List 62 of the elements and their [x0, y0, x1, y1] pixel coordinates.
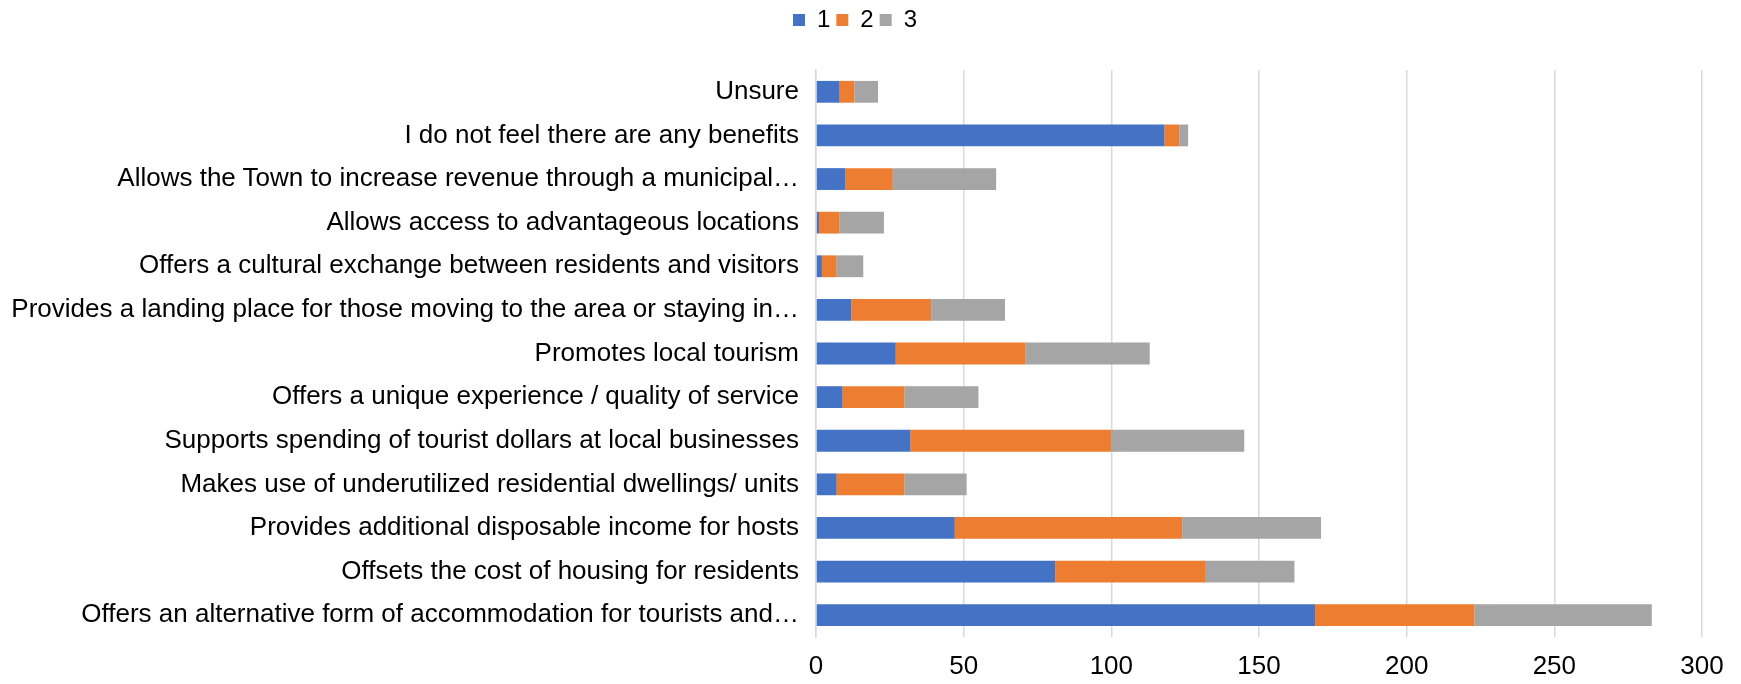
bar — [816, 517, 955, 539]
bar — [1182, 517, 1322, 539]
x-tick-label: 150 — [1237, 649, 1281, 680]
bar — [1179, 124, 1189, 147]
bar — [1164, 124, 1180, 147]
y-tick-label: Offers a cultural exchange between residents and visitors — [139, 249, 799, 280]
bar — [842, 386, 905, 409]
x-tick-label: 300 — [1680, 649, 1724, 680]
bar — [836, 473, 905, 496]
bar — [816, 168, 846, 190]
bar — [910, 429, 1112, 452]
bar — [816, 604, 1316, 627]
bar — [1025, 342, 1150, 365]
y-tick-label: Promotes local tourism — [534, 336, 799, 367]
bar — [851, 298, 932, 321]
bar — [904, 473, 967, 496]
bar — [821, 255, 837, 278]
legend-label: 1 — [816, 4, 831, 32]
bar — [818, 211, 840, 234]
bar — [816, 386, 843, 409]
x-tick-label: 100 — [1089, 649, 1134, 680]
x-tick-label: 250 — [1532, 649, 1577, 680]
bar — [1111, 429, 1245, 452]
x-tick-label: 0 — [808, 649, 824, 680]
bar — [836, 255, 864, 278]
y-tick-label: Supports spending of tourist dollars at local businesses — [164, 423, 799, 454]
y-tick-label: Provides a landing place for those moving to the area or staying in… — [11, 293, 799, 324]
bar — [816, 298, 852, 321]
bar — [954, 517, 1183, 539]
bar — [839, 80, 855, 103]
bar — [816, 473, 837, 496]
legend-label: 3 — [903, 4, 918, 32]
y-tick-label: Provides additional disposable income for hosts — [249, 511, 799, 542]
y-tick-label: Allows access to advantageous locations — [326, 205, 799, 236]
bar — [816, 80, 840, 103]
bar — [1315, 604, 1475, 627]
y-tick-label: Offers a unique experience / quality of service — [271, 380, 799, 411]
bar — [854, 80, 879, 103]
bar — [845, 168, 893, 190]
y-tick-label: Allows the Town to increase revenue through a municipal… — [117, 162, 799, 193]
bar — [816, 211, 819, 234]
bar — [931, 298, 1006, 321]
bar — [1055, 560, 1206, 583]
y-tick-label: Offsets the cost of housing for residents — [341, 554, 799, 585]
bar — [816, 429, 911, 452]
y-tick-label: Makes use of underutilized residential dwellings/ units — [180, 467, 799, 498]
bar — [839, 211, 884, 234]
bar — [895, 342, 1026, 365]
y-tick-label: I do not feel there are any benefits — [404, 118, 799, 149]
x-tick-label: 50 — [949, 649, 979, 680]
bar — [1205, 560, 1295, 583]
bar — [816, 342, 896, 365]
x-tick-label: 200 — [1384, 649, 1429, 680]
y-tick-label: Offers an alternative form of accommodation for tourists and… — [81, 598, 799, 629]
bar — [1474, 604, 1652, 627]
y-tick-label: Unsure — [715, 74, 799, 105]
bar — [892, 168, 997, 190]
legend-label: 2 — [860, 4, 874, 32]
bar — [904, 386, 979, 409]
bar — [816, 560, 1056, 583]
bar — [816, 124, 1165, 147]
bar — [816, 255, 822, 278]
